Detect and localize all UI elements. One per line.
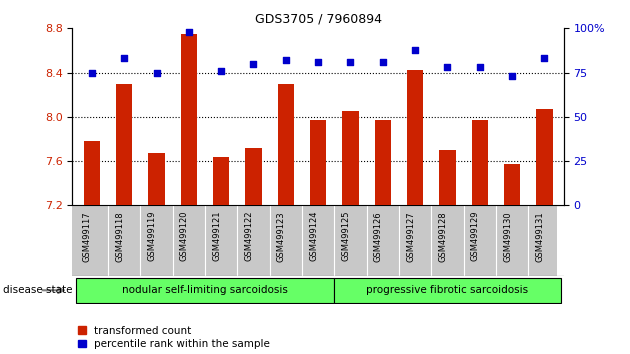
Bar <box>472 120 488 205</box>
Point <box>119 56 129 61</box>
Bar <box>116 84 132 205</box>
Point <box>442 64 452 70</box>
Point <box>345 59 355 65</box>
Text: progressive fibrotic sarcoidosis: progressive fibrotic sarcoidosis <box>367 285 529 295</box>
Bar <box>536 109 553 205</box>
Text: GSM499129: GSM499129 <box>471 211 480 262</box>
Bar <box>213 157 229 205</box>
Text: GSM499130: GSM499130 <box>503 211 512 262</box>
Bar <box>504 164 520 205</box>
Text: disease state: disease state <box>3 285 72 295</box>
Text: GSM499117: GSM499117 <box>83 211 92 262</box>
Point <box>151 70 161 75</box>
Point <box>539 56 549 61</box>
Text: GSM499124: GSM499124 <box>309 211 318 262</box>
Text: GSM499118: GSM499118 <box>115 211 124 262</box>
Point <box>248 61 258 67</box>
Point <box>184 29 194 35</box>
Text: GSM499125: GSM499125 <box>341 211 350 262</box>
Text: nodular self-limiting sarcoidosis: nodular self-limiting sarcoidosis <box>122 285 288 295</box>
Title: GDS3705 / 7960894: GDS3705 / 7960894 <box>255 13 382 26</box>
Text: GSM499120: GSM499120 <box>180 211 189 262</box>
Text: GSM499127: GSM499127 <box>406 211 415 262</box>
Point <box>475 64 485 70</box>
Point <box>378 59 388 65</box>
Point <box>87 70 97 75</box>
Bar <box>342 111 358 205</box>
Point <box>410 47 420 52</box>
Point <box>281 57 291 63</box>
Text: GSM499123: GSM499123 <box>277 211 286 262</box>
Point <box>216 68 226 74</box>
Bar <box>439 150 455 205</box>
Text: GSM499126: GSM499126 <box>374 211 383 262</box>
Bar <box>84 141 100 205</box>
Bar <box>335 278 561 303</box>
Bar <box>149 153 164 205</box>
Point <box>313 59 323 65</box>
Text: GSM499122: GSM499122 <box>244 211 253 262</box>
Text: GSM499121: GSM499121 <box>212 211 221 262</box>
Bar <box>181 34 197 205</box>
Bar <box>246 148 261 205</box>
Bar <box>278 84 294 205</box>
Text: GSM499119: GSM499119 <box>147 211 156 262</box>
Text: GSM499131: GSM499131 <box>536 211 544 262</box>
Legend: transformed count, percentile rank within the sample: transformed count, percentile rank withi… <box>77 326 270 349</box>
Bar <box>310 120 326 205</box>
Point <box>507 73 517 79</box>
Text: GSM499128: GSM499128 <box>438 211 447 262</box>
Bar <box>375 120 391 205</box>
Bar <box>407 70 423 205</box>
Bar <box>76 278 335 303</box>
